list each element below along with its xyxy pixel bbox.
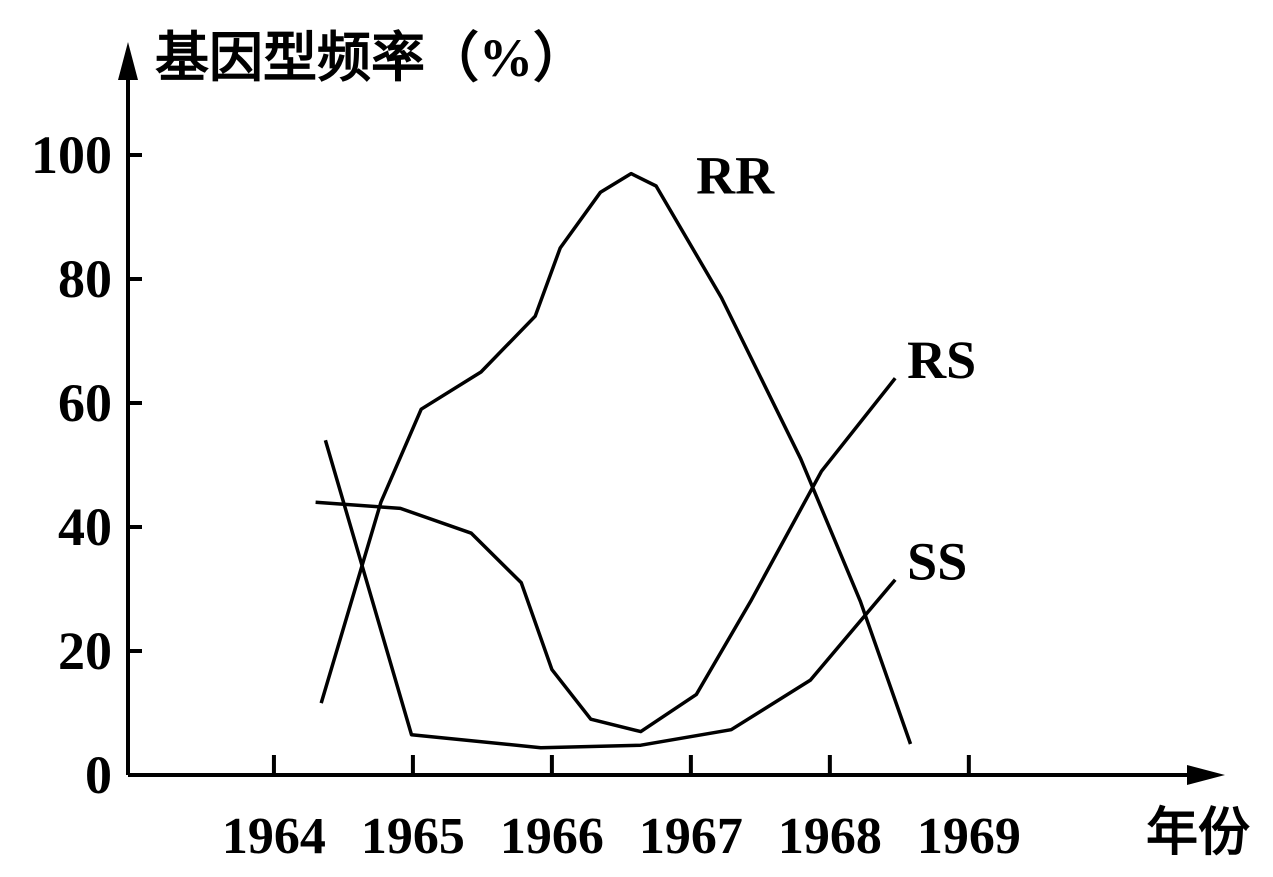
series-label: RR bbox=[696, 146, 775, 206]
series-line bbox=[315, 377, 897, 734]
x-tick-label: 1967 bbox=[639, 808, 743, 865]
y-tick-label: 80 bbox=[58, 249, 112, 309]
axis-title: 基因型频率（%） bbox=[155, 28, 587, 88]
series-label: RS bbox=[907, 330, 976, 390]
y-tick-label: 100 bbox=[31, 125, 112, 185]
x-tick-label: 1964 bbox=[222, 808, 326, 865]
y-tick-label: 40 bbox=[58, 497, 112, 557]
series-line bbox=[319, 171, 913, 745]
x-axis-label: 年份 bbox=[1146, 804, 1250, 862]
y-tick-label: 20 bbox=[58, 621, 112, 681]
series-line bbox=[323, 439, 897, 750]
y-tick-label: 60 bbox=[58, 373, 112, 433]
y-arrow bbox=[118, 42, 138, 80]
x-tick-label: 1965 bbox=[361, 808, 465, 865]
x-arrow bbox=[1187, 765, 1225, 785]
x-tick-label: 1966 bbox=[500, 808, 604, 865]
y-tick-label: 0 bbox=[85, 745, 112, 805]
series-label: SS bbox=[907, 532, 967, 592]
x-tick-label: 1968 bbox=[778, 808, 882, 865]
x-tick-label: 1969 bbox=[917, 808, 1021, 865]
